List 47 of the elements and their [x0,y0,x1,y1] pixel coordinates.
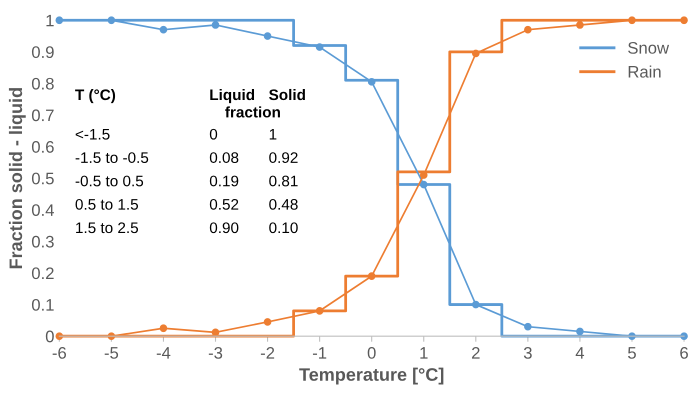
y-tick-label: 0.9 [32,46,54,58]
x-axis-title: Temperature [°C] [299,368,444,384]
x-tick-label: -6 [52,347,66,359]
annotation: 0.10 [269,222,298,234]
legend-label: Snow [628,42,670,54]
annotation: 0 [210,128,218,140]
annotation: Solid [269,88,305,100]
annotation: 0.5 to 1.5 [76,198,138,210]
annotation: <-1.5 [76,128,110,140]
annotation: -0.5 to 0.5 [76,176,144,186]
y-tick-label: 0.6 [32,141,54,153]
annotation: 0.92 [269,152,298,164]
x-tick-label: 5 [628,347,636,359]
x-tick-label: 1 [420,347,428,359]
x-tick-label: 4 [576,347,584,359]
annotation: 1.5 to 2.5 [76,222,138,234]
legend-label: Rain [628,65,661,78]
y-axis-title: Fraction solid - liquid [8,88,26,268]
y-tick-label: 0.3 [32,236,54,248]
x-tick-label: -1 [312,347,326,359]
annotation: -1.5 to -0.5 [76,152,148,164]
annotation: fraction [225,106,280,118]
y-tick-label: 0.7 [32,109,54,122]
x-tick-label: -3 [208,347,222,359]
y-tick-label: 0.4 [32,204,54,216]
annotation: 0.52 [210,198,238,210]
y-tick-label: 0.1 [32,298,54,311]
annotation: 0.19 [210,176,238,186]
x-tick-label: 2 [472,347,480,359]
y-tick-label: 0.5 [32,172,54,184]
annotation: 0.90 [210,222,238,234]
y-tick-label: 0.2 [32,267,54,280]
y-tick-label: 0.8 [32,78,54,90]
annotation: 0.48 [269,198,298,210]
annotation: 0.81 [269,176,298,186]
x-tick-label: -2 [260,347,274,359]
annotation: 0.08 [210,152,238,164]
x-tick-label: 6 [680,347,688,359]
x-tick-label: -5 [104,347,118,359]
annotation: T (°C) [75,88,116,104]
y-tick-label: 0 [46,330,54,342]
annotation: 1 [270,128,276,140]
x-tick-label: 0 [368,347,376,359]
x-tick-label: 3 [524,347,532,359]
y-tick-label: 1 [46,14,54,26]
x-tick-label: -4 [156,347,170,359]
annotation: Liquid [210,88,254,104]
